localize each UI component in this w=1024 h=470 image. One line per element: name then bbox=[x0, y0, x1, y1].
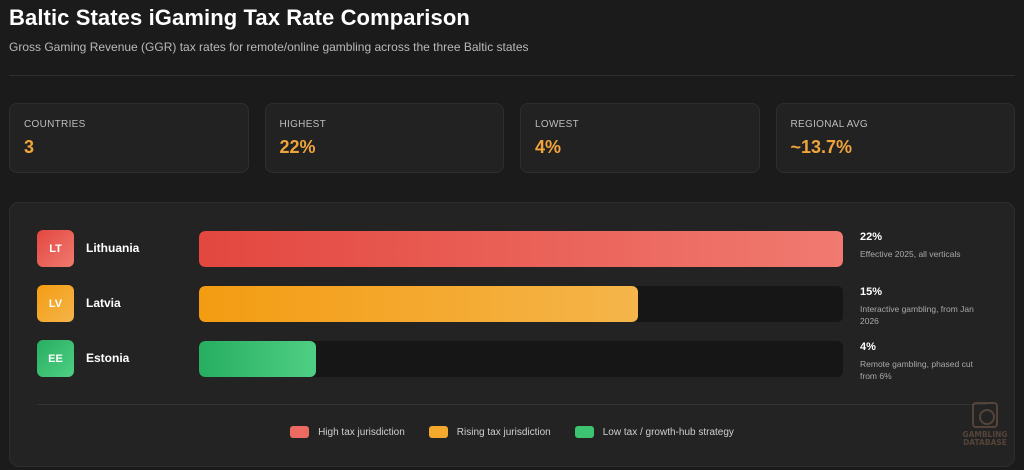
stat-label: LOWEST bbox=[535, 119, 580, 130]
bar-track bbox=[199, 341, 843, 377]
stat-card-lowest: LOWEST 4% bbox=[520, 103, 760, 173]
legend: High tax jurisdiction Rising tax jurisdi… bbox=[10, 426, 1014, 438]
stats-row: COUNTRIES 3 HIGHEST 22% LOWEST 4% REGION… bbox=[9, 103, 1015, 173]
bar-lithuania bbox=[199, 231, 843, 267]
legend-item-high: High tax jurisdiction bbox=[290, 426, 405, 438]
legend-label: Rising tax jurisdiction bbox=[456, 426, 551, 438]
legend-swatch bbox=[428, 426, 448, 438]
watermark-text: GAMBLING DATABASE bbox=[955, 431, 1015, 447]
bar-track bbox=[199, 231, 843, 267]
stat-label: REGIONAL AVG bbox=[790, 119, 869, 130]
rate-note: Remote gambling, phased cut from 6% bbox=[860, 359, 973, 381]
rate-note: Effective 2025, all verticals bbox=[860, 249, 961, 259]
country-code-badge: LT bbox=[37, 230, 74, 267]
watermark-line-2: DATABASE bbox=[963, 438, 1007, 447]
bar-row-estonia: EE Estonia 4% Remote gambling, phased cu… bbox=[37, 340, 987, 381]
watermark: GAMBLING DATABASE bbox=[955, 402, 1015, 468]
stat-label: HIGHEST bbox=[279, 119, 327, 130]
rate-label: 15% bbox=[860, 286, 883, 298]
stat-card-highest: HIGHEST 22% bbox=[264, 103, 504, 173]
country-label: Lithuania bbox=[86, 241, 140, 255]
header-divider bbox=[9, 75, 1015, 76]
stat-value: ~13.7% bbox=[790, 137, 853, 157]
legend-label: High tax jurisdiction bbox=[318, 426, 405, 438]
bar-estonia bbox=[199, 341, 317, 377]
bar-row-lithuania: LT Lithuania 22% Effective 2025, all ver… bbox=[37, 230, 987, 268]
country-code-badge: EE bbox=[37, 340, 74, 377]
stat-value: 22% bbox=[279, 137, 316, 157]
legend-swatch bbox=[574, 426, 594, 438]
country-label: Latvia bbox=[86, 296, 121, 310]
watermark-line-1: GAMBLING bbox=[962, 430, 1008, 439]
stat-value: 4% bbox=[535, 137, 562, 157]
chart-panel: LT Lithuania 22% Effective 2025, all ver… bbox=[9, 202, 1015, 467]
country-code-badge: LV bbox=[37, 285, 74, 322]
rate-note: Interactive gambling, from Jan 2026 bbox=[860, 304, 974, 326]
country-label: Estonia bbox=[86, 351, 130, 365]
legend-label: Low tax / growth-hub strategy bbox=[602, 426, 734, 438]
stat-card-countries: COUNTRIES 3 bbox=[9, 103, 249, 173]
stat-card-regional-avg: REGIONAL AVG ~13.7% bbox=[775, 103, 1015, 173]
legend-swatch bbox=[290, 426, 310, 438]
page-title: Baltic States iGaming Tax Rate Compariso… bbox=[9, 5, 470, 30]
page-subtitle: Gross Gaming Revenue (GGR) tax rates for… bbox=[9, 40, 529, 54]
legend-divider bbox=[37, 404, 987, 405]
bar-latvia bbox=[199, 286, 639, 322]
stat-value: 3 bbox=[24, 137, 35, 157]
stat-label: COUNTRIES bbox=[24, 119, 86, 130]
rate-label: 4% bbox=[860, 341, 876, 353]
legend-item-low: Low tax / growth-hub strategy bbox=[574, 426, 734, 438]
roulette-logo-icon bbox=[972, 402, 998, 428]
legend-item-rising: Rising tax jurisdiction bbox=[428, 426, 551, 438]
bar-row-latvia: LV Latvia 15% Interactive gambling, from… bbox=[37, 285, 987, 326]
bar-track bbox=[199, 286, 843, 322]
rate-label: 22% bbox=[860, 231, 883, 243]
